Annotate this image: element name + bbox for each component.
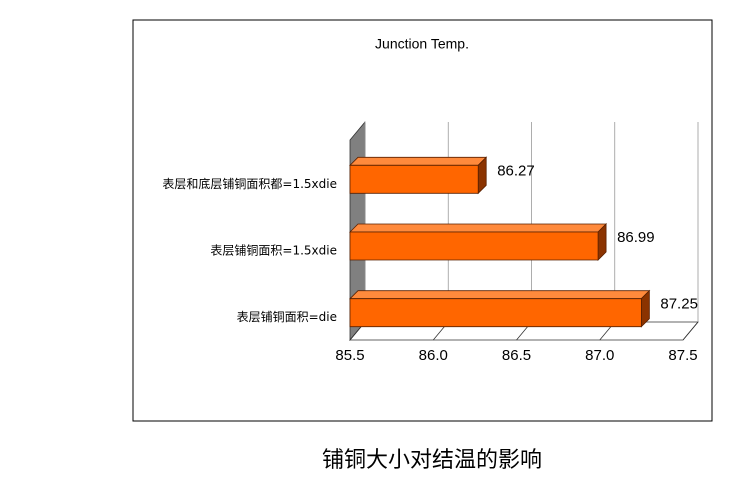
y-tick-label: 表层和底层铺铜面积都=1.5xdie — [162, 176, 337, 191]
bar-face — [349, 223, 608, 233]
bar-face — [349, 298, 642, 328]
y-tick-label: 表层铺铜面积=die — [237, 309, 337, 324]
chart-title: Junction Temp. — [375, 36, 469, 52]
bar-face — [349, 290, 651, 300]
x-tick-label: 86.5 — [502, 347, 531, 364]
chart-frame — [132, 19, 713, 422]
bar — [349, 156, 488, 195]
bar — [349, 223, 608, 261]
value-label: 87.25 — [660, 296, 698, 313]
bar-face — [349, 156, 488, 166]
floor-line — [682, 321, 699, 341]
bar — [349, 289, 651, 328]
value-label: 86.27 — [497, 162, 535, 179]
caption: 铺铜大小对结温的影响 — [322, 448, 542, 473]
value-label: 86.99 — [617, 229, 655, 246]
x-tick-label: 85.5 — [335, 347, 364, 364]
x-tick-label: 86.0 — [419, 347, 448, 364]
x-tick-label: 87.0 — [585, 347, 614, 364]
y-tick-label: 表层铺铜面积=1.5xdie — [210, 243, 337, 258]
bar-face — [349, 231, 599, 261]
x-tick-label: 87.5 — [668, 347, 697, 364]
bar-face — [349, 164, 479, 194]
